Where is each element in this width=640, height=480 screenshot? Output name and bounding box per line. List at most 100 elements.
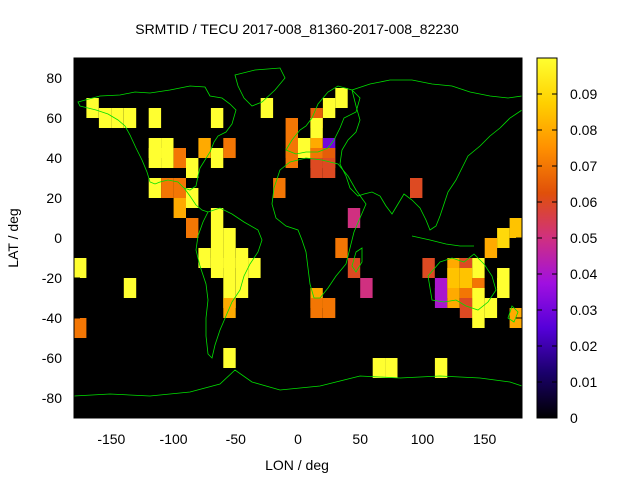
heatmap-cell <box>335 88 348 108</box>
y-tick-label: -60 <box>42 350 62 366</box>
heatmap-cell <box>347 258 361 278</box>
heatmap-cell <box>210 258 224 278</box>
heatmap-cell <box>148 148 162 168</box>
heatmap-cell <box>86 98 99 118</box>
heatmap-cell <box>198 248 211 268</box>
y-tick-label: 80 <box>46 70 62 86</box>
y-tick-label: -20 <box>42 270 62 286</box>
x-tick-label: -100 <box>160 431 188 447</box>
heatmap-cells <box>74 88 522 378</box>
heatmap-cell <box>372 358 386 378</box>
heatmap-cell <box>472 258 485 278</box>
heatmap-cell <box>447 268 460 288</box>
heatmap-cell <box>347 208 361 228</box>
heatmap-cell <box>497 228 510 248</box>
heatmap-cell <box>161 178 174 198</box>
heatmap-cell <box>173 148 186 168</box>
colorbar-tick-label: 0.01 <box>570 374 597 390</box>
heatmap-cell <box>235 278 249 298</box>
heatmap-cell <box>123 108 137 128</box>
x-tick-label: 100 <box>411 431 435 447</box>
heatmap-cell <box>223 268 236 288</box>
heatmap-cell <box>310 298 323 318</box>
heatmap-cell <box>74 258 87 278</box>
heatmap-cell <box>210 228 224 248</box>
heatmap-cell <box>148 178 162 198</box>
heatmap-cell <box>74 318 87 338</box>
y-axis-label: LAT / deg <box>5 208 21 267</box>
heatmap-cell <box>509 218 522 238</box>
heatmap-cell <box>223 138 236 158</box>
heatmap-cell <box>434 288 448 308</box>
heatmap-cell <box>310 118 323 138</box>
colorbar-tick-label: 0.05 <box>570 230 597 246</box>
heatmap-cell <box>248 258 261 278</box>
heatmap-cell <box>310 158 323 178</box>
heatmap-cell <box>484 298 498 318</box>
y-tick-label: 60 <box>46 110 62 126</box>
heatmap-cell <box>360 278 373 298</box>
heatmap-cell <box>385 358 398 378</box>
y-tick-label: 20 <box>46 190 62 206</box>
heatmap-cell <box>186 188 199 208</box>
heatmap-cell <box>210 148 224 168</box>
heatmap-cell <box>260 98 274 118</box>
heatmap-cell <box>298 138 311 158</box>
heatmap-cell <box>322 158 336 178</box>
x-tick-label: 0 <box>294 431 302 447</box>
x-axis-ticks: -150 -100 -50 0 50 100 150 <box>97 58 497 447</box>
heatmap-cell <box>198 138 211 158</box>
heatmap-cell <box>223 228 236 248</box>
heatmap-cell <box>210 108 224 128</box>
y-tick-label: 0 <box>54 230 62 246</box>
heatmap-cell <box>186 218 199 238</box>
heatmap-cell <box>447 288 460 308</box>
x-axis-label: LON / deg <box>265 457 329 473</box>
heatmap-cell <box>123 278 137 298</box>
colorbar-tick-label: 0.09 <box>570 86 597 102</box>
heatmap-cell <box>98 108 112 128</box>
chart-title: SRMTID / TECU 2017-008_81360-2017-008_82… <box>135 21 459 37</box>
x-tick-label: 150 <box>473 431 497 447</box>
colorbar-tick-label: 0.03 <box>570 302 597 318</box>
heatmap-cell <box>210 208 224 228</box>
colorbar-tick-label: 0 <box>570 410 578 426</box>
y-tick-label: 40 <box>46 150 62 166</box>
colorbar-ticks: 0 0.01 0.02 0.03 0.04 0.05 0.06 0.07 0.08 0.09 <box>537 86 597 426</box>
heatmap-cell <box>322 98 336 118</box>
heatmap-cell <box>285 118 298 138</box>
heatmap-cell <box>148 108 162 128</box>
heatmap-cell <box>186 158 199 178</box>
heatmap-cell <box>223 248 236 268</box>
heatmap-cell <box>161 148 174 168</box>
heatmap-cell <box>410 178 423 198</box>
heatmap-cell <box>484 238 498 258</box>
heatmap-cell <box>235 258 249 278</box>
colorbar-tick-label: 0.07 <box>570 158 597 174</box>
heatmap-cell <box>472 308 485 328</box>
x-tick-label: -150 <box>97 431 125 447</box>
x-tick-label: -50 <box>226 431 246 447</box>
x-tick-label: 50 <box>352 431 368 447</box>
colorbar-tick-label: 0.02 <box>570 338 597 354</box>
y-tick-label: -80 <box>42 390 62 406</box>
heatmap-cell <box>497 278 510 298</box>
heatmap-cell <box>459 298 473 318</box>
colorbar-tick-label: 0.04 <box>570 266 597 282</box>
y-tick-label: -40 <box>42 310 62 326</box>
heatmap-cell <box>335 238 348 258</box>
heatmap-cell <box>434 358 448 378</box>
plot-area <box>74 58 522 418</box>
heatmap-cell <box>173 198 186 218</box>
heatmap-cell <box>111 108 124 128</box>
y-axis-ticks: -80 -60 -40 -20 0 20 40 60 80 <box>42 70 522 406</box>
heatmap-cell <box>459 268 473 288</box>
heatmap-cell <box>273 178 286 198</box>
heatmap-cell <box>322 298 336 318</box>
heatmap-cell <box>223 348 236 368</box>
heatmap-cell <box>422 258 435 278</box>
coastlines <box>73 67 523 397</box>
heatmap-cell <box>173 178 186 198</box>
colorbar-tick-label: 0.08 <box>570 122 597 138</box>
